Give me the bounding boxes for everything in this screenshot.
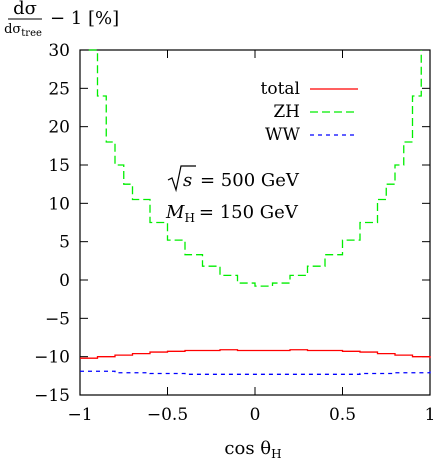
y-tick-label: 10 (48, 194, 70, 214)
x-axis-title: cos θH (224, 438, 281, 461)
x-tick-label: 0 (250, 405, 261, 425)
series-line-ww (80, 370, 431, 375)
y-title-den: dσtree (4, 22, 42, 39)
y-tick-label: 15 (48, 156, 70, 176)
x-tick-label: 1 (425, 405, 436, 425)
y-axis-title: dσ dσtree − 1 [%] (4, 0, 119, 39)
sqrt-s-rhs: = 500 GeV (200, 170, 300, 191)
y-tick-label: 30 (48, 41, 70, 61)
series-layer (80, 49, 431, 375)
y-tick-label: 5 (59, 233, 70, 253)
series-line-zh (88, 49, 422, 287)
tick-labels: −15 −10 −5 0 5 10 15 20 25 30 −1 −0.5 0 0.5 1 (34, 41, 435, 425)
y-tick-label: 25 (48, 79, 70, 99)
legend-label-ww: WW (265, 125, 300, 145)
x-tick-label: −1 (67, 405, 92, 425)
y-title-rest: − 1 [%] (50, 8, 119, 29)
y-tick-label: −10 (34, 348, 70, 368)
legend: total ZH WW (261, 79, 358, 145)
x-tick-label: 0.5 (329, 405, 356, 425)
sqrt-s-lhs: s (183, 170, 192, 191)
x-tick-label: −0.5 (147, 405, 188, 425)
y-tick-label: 20 (48, 118, 70, 138)
legend-label-total: total (261, 79, 300, 99)
sqrt-symbol (167, 165, 196, 193)
axis-ticks (79, 49, 431, 396)
series-line-total (80, 349, 431, 359)
y-title-num: dσ (13, 0, 37, 19)
y-tick-label: −15 (34, 386, 70, 406)
y-tick-label: −5 (45, 309, 70, 329)
mass-annotation: MH = 150 GeV (165, 202, 299, 225)
annotation-sqrt-s: s = 500 GeV (167, 165, 300, 193)
y-tick-label: 0 (59, 271, 70, 291)
legend-label-zh: ZH (273, 102, 300, 122)
annotation-mass: MH = 150 GeV (165, 202, 299, 225)
